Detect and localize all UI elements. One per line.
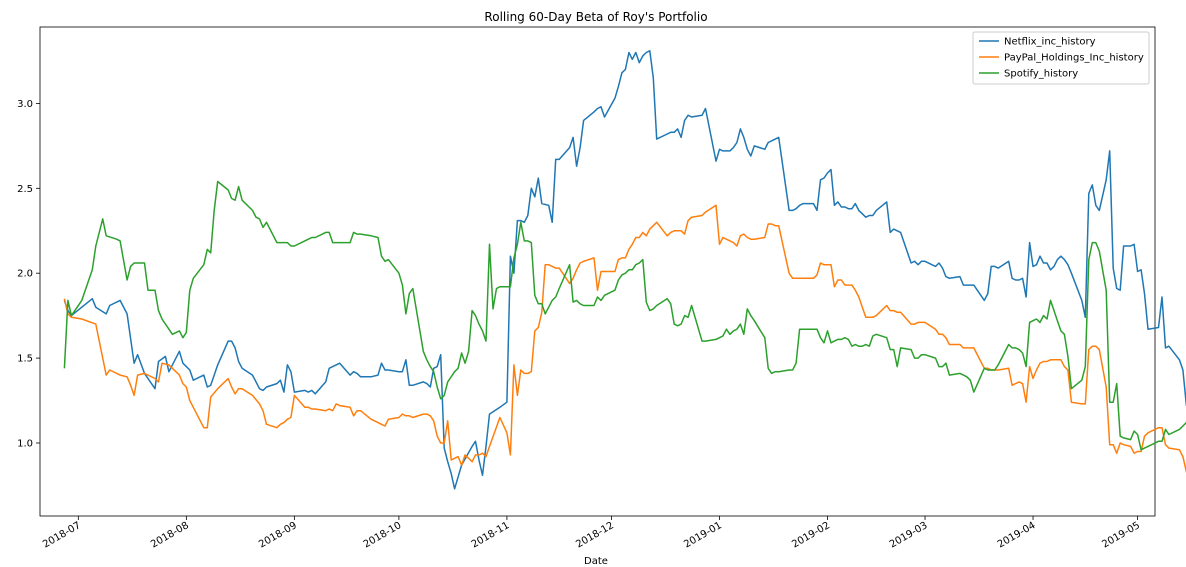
x-tick-label: 2019-04 [996, 520, 1038, 550]
series-line-netflix-inc-history [63, 50, 1186, 490]
y-tick-label: 2.0 [17, 269, 33, 280]
legend: Netflix_inc_history PayPal_Holdings_Inc_h… [972, 31, 1150, 85]
x-tick-label: 2018-10 [362, 520, 404, 550]
legend-label: PayPal_Holdings_Inc_history [1004, 53, 1144, 64]
y-tick-label: 2.5 [17, 184, 33, 195]
x-axis: 2018-07 2018-08 2018-09 2018-10 2018-11 2018-… [41, 516, 1142, 550]
series-lines [63, 50, 1186, 490]
x-tick-label: 2019-05 [1100, 520, 1142, 550]
x-tick-label: 2018-09 [257, 520, 299, 550]
x-tick-label: 2019-01 [682, 520, 724, 550]
plot-area [39, 26, 1156, 517]
x-tick-label: 2018-07 [41, 520, 83, 550]
y-tick-label: 1.0 [17, 438, 33, 449]
x-axis-label: Date [584, 556, 608, 567]
series-line-spotify-history [63, 180, 1186, 451]
legend-label: Netflix_inc_history [1004, 37, 1096, 48]
y-axis: 1.0 1.5 2.0 2.5 3.0 [17, 99, 40, 449]
x-tick-label: 2018-12 [574, 520, 616, 550]
chart-title: Rolling 60-Day Beta of Roy's Portfolio [484, 10, 707, 24]
legend-label: Spotify_history [1004, 69, 1078, 80]
legend-box [972, 31, 1150, 85]
y-tick-label: 3.0 [17, 99, 33, 110]
x-tick-label: 2019-03 [888, 520, 930, 550]
series-line-paypal-holdings-inc-history [63, 204, 1186, 473]
x-tick-label: 2018-11 [470, 520, 512, 550]
y-tick-label: 1.5 [17, 354, 33, 365]
x-tick-label: 2019-02 [790, 520, 832, 550]
x-tick-label: 2018-08 [149, 520, 191, 550]
